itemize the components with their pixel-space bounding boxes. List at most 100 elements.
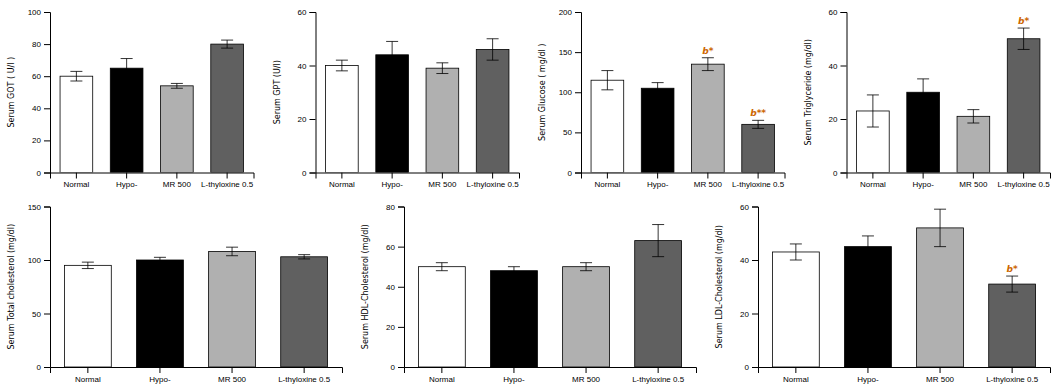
y-tick-label: 0	[568, 169, 573, 178]
error-bar-cap	[601, 70, 613, 71]
error-bar-cap	[487, 60, 499, 61]
y-tick-mark	[310, 12, 316, 13]
error-bar-cap	[436, 262, 448, 263]
bar	[845, 247, 892, 367]
bar	[60, 76, 93, 172]
error-bar-cap	[221, 40, 233, 41]
error-bar-stem	[227, 40, 228, 48]
panel: 050100150200NormalHypo-MR 500L-thyloxine…	[538, 8, 785, 189]
error-bar-cap	[867, 94, 879, 95]
x-tick-label: Hypo-	[381, 180, 403, 189]
error-bar-stem	[392, 41, 393, 68]
x-tick-label: Hypo-	[503, 375, 525, 384]
y-tick-mark	[575, 52, 581, 53]
x-tick: Normal	[329, 173, 355, 190]
annotation: b*	[702, 46, 713, 56]
y-axis: 050100150200	[559, 8, 582, 178]
y-axis-line	[310, 13, 317, 174]
x-tick-label: Normal	[429, 375, 455, 384]
y-tick: 0	[391, 363, 404, 372]
x-tick-mark	[657, 173, 658, 179]
error-bar-cap	[580, 270, 592, 271]
error-bar	[487, 39, 499, 60]
y-tick-mark	[752, 367, 758, 368]
error-bar-stem	[658, 225, 659, 257]
y-tick: 40	[32, 104, 50, 113]
error-bar-stem	[126, 59, 127, 78]
error-bar-cap	[221, 48, 233, 49]
error-bar-cap	[336, 70, 348, 71]
error-bar-stem	[657, 83, 658, 94]
x-tick: Hypo-	[381, 173, 403, 190]
y-tick: 60	[829, 8, 847, 17]
y-tick: 40	[740, 256, 758, 265]
error-bar-cap	[508, 266, 520, 267]
y-tick: 150	[28, 203, 50, 212]
y-tick-label: 20	[740, 310, 749, 319]
y-tick-label: 0	[833, 169, 838, 178]
x-tick-label: L-thyloxine 0.5	[467, 180, 520, 189]
x-tick-label: MR 500	[428, 180, 457, 189]
error-bar-cap	[967, 109, 979, 110]
x-tick-label: L-thyloxine 0.5	[201, 180, 254, 189]
y-tick: 60	[32, 72, 50, 81]
error-bar-cap	[154, 257, 166, 258]
x-tick: MR 500	[218, 367, 247, 384]
error-bar-stem	[76, 71, 77, 81]
error-bar	[702, 58, 714, 71]
x-tick-mark	[176, 173, 177, 179]
x-axis-line	[405, 368, 697, 374]
x-tick: MR 500	[163, 173, 192, 190]
error-bar	[221, 40, 233, 48]
error-bar-cap	[752, 128, 764, 129]
annotation: b*	[1007, 264, 1018, 274]
y-tick-label: 60	[386, 243, 395, 252]
error-bar-stem	[1012, 276, 1013, 292]
y-tick: 0	[37, 169, 50, 178]
y-tick: 20	[740, 310, 758, 319]
bar	[957, 116, 990, 172]
y-tick-label: 40	[32, 104, 41, 113]
error-bar	[171, 83, 183, 88]
bar	[591, 80, 624, 172]
error-bar-cap	[652, 224, 664, 225]
x-tick-mark	[126, 173, 127, 179]
y-tick-label: 0	[745, 363, 750, 372]
error-bar-cap	[82, 262, 94, 263]
x-tick-label: MR 500	[163, 180, 192, 189]
figure: 020406080100NormalHypo-MR 500L-thyloxine…	[0, 0, 1062, 389]
y-axis-label: Serum LDL-Cholesterol (mg/dl)	[715, 225, 724, 348]
x-tick-label: Normal	[860, 180, 886, 189]
error-bar-cap	[436, 73, 448, 74]
x-tick-mark	[1023, 173, 1024, 179]
x-tick-mark	[492, 173, 493, 179]
y-tick: 80	[32, 40, 50, 49]
bar	[692, 64, 725, 172]
y-tick: 80	[386, 203, 404, 212]
x-tick: Hypo-	[912, 173, 934, 190]
x-axis-line	[759, 368, 1051, 374]
bar	[281, 257, 328, 367]
error-bar-cap	[226, 255, 238, 256]
error-bar-stem	[176, 83, 177, 88]
error-bar-stem	[586, 263, 587, 271]
plot-area	[857, 28, 1040, 172]
y-axis-label: Serum GOT ( U/l )	[7, 57, 16, 128]
x-tick: L-thyloxine 0.5	[998, 173, 1051, 190]
y-tick: 0	[568, 169, 581, 178]
plot-area	[64, 247, 327, 367]
bar	[635, 241, 682, 367]
x-tick-mark	[973, 173, 974, 179]
error-bar	[508, 267, 520, 275]
bar	[742, 124, 775, 172]
y-tick-label: 0	[37, 169, 42, 178]
x-tick-mark	[441, 367, 442, 373]
error-bar	[752, 120, 764, 128]
error-bar-cap	[82, 268, 94, 269]
error-bar-stem	[758, 120, 759, 128]
error-bar-cap	[917, 105, 929, 106]
x-tick: Normal	[429, 367, 455, 384]
x-tick-mark	[341, 173, 342, 179]
x-tick-label: MR 500	[694, 180, 723, 189]
y-tick: 0	[745, 363, 758, 372]
